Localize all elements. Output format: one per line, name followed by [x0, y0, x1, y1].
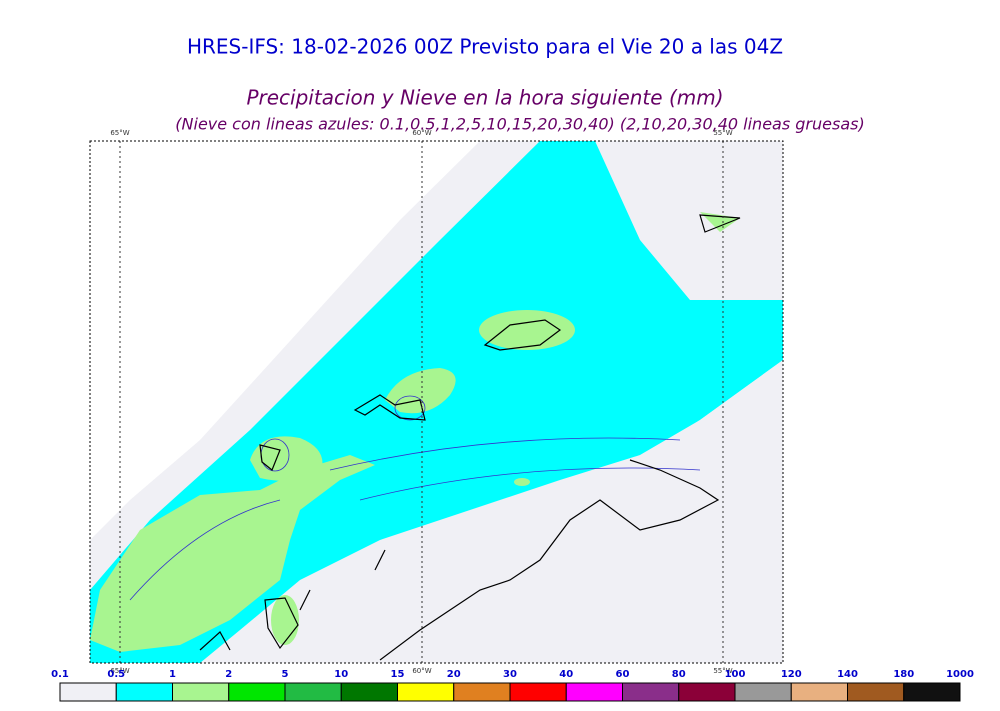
- colorbar-swatch: [790, 682, 848, 702]
- colorbar-swatch: [509, 682, 567, 702]
- colorbar-label: 10: [334, 669, 348, 680]
- lon-label: 65°W: [110, 129, 129, 137]
- colorbar: 0.1 0.5 1 2 5 10 15 20 30 40 60 80 100 120 140 180 1000: [51, 669, 974, 702]
- colorbar-label: 1: [169, 669, 176, 680]
- colorbar-swatch: [453, 682, 511, 702]
- colorbar-swatch: [622, 682, 680, 702]
- colorbar-label: 2: [225, 669, 232, 680]
- colorbar-label: 30: [503, 669, 517, 680]
- colorbar-swatch: [397, 682, 455, 702]
- colorbar-swatch: [903, 682, 961, 702]
- lon-label: 60°W: [412, 667, 431, 675]
- colorbar-swatch: [340, 682, 398, 702]
- colorbar-label: 140: [837, 669, 858, 680]
- colorbar-swatch: [172, 682, 230, 702]
- colorbar-swatch: [115, 682, 173, 702]
- colorbar-swatch: [284, 682, 342, 702]
- colorbar-label: 120: [781, 669, 802, 680]
- map: [89, 140, 784, 664]
- colorbar-label: 0.1: [51, 669, 69, 680]
- colorbar-label: 180: [893, 669, 914, 680]
- colorbar-label: 80: [672, 669, 686, 680]
- colorbar-swatch: [565, 682, 623, 702]
- colorbar-label: 0.5: [107, 669, 125, 680]
- subtitle: Precipitacion y Nieve en la hora siguien…: [246, 86, 723, 110]
- lon-label: 55°W: [713, 129, 732, 137]
- note: (Nieve con lineas azules: 0.1,0.5,1,2,5,…: [175, 115, 864, 134]
- colorbar-swatch: [228, 682, 286, 702]
- colorbar-label: 60: [616, 669, 630, 680]
- colorbar-label: 100: [725, 669, 746, 680]
- colorbar-label: 1000: [946, 669, 974, 680]
- colorbar-swatch: [734, 682, 792, 702]
- colorbar-swatch: [847, 682, 905, 702]
- colorbar-swatch: [59, 682, 117, 702]
- colorbar-label: 5: [282, 669, 289, 680]
- colorbar-swatch: [678, 682, 736, 702]
- colorbar-label: 40: [559, 669, 573, 680]
- colorbar-label: 15: [391, 669, 405, 680]
- lon-label: 55°W: [713, 667, 732, 675]
- lon-label: 60°W: [412, 129, 431, 137]
- colorbar-label: 20: [447, 669, 461, 680]
- lon-label: 65°W: [110, 667, 129, 675]
- title: HRES-IFS: 18-02-2026 00Z Previsto para e…: [187, 35, 783, 59]
